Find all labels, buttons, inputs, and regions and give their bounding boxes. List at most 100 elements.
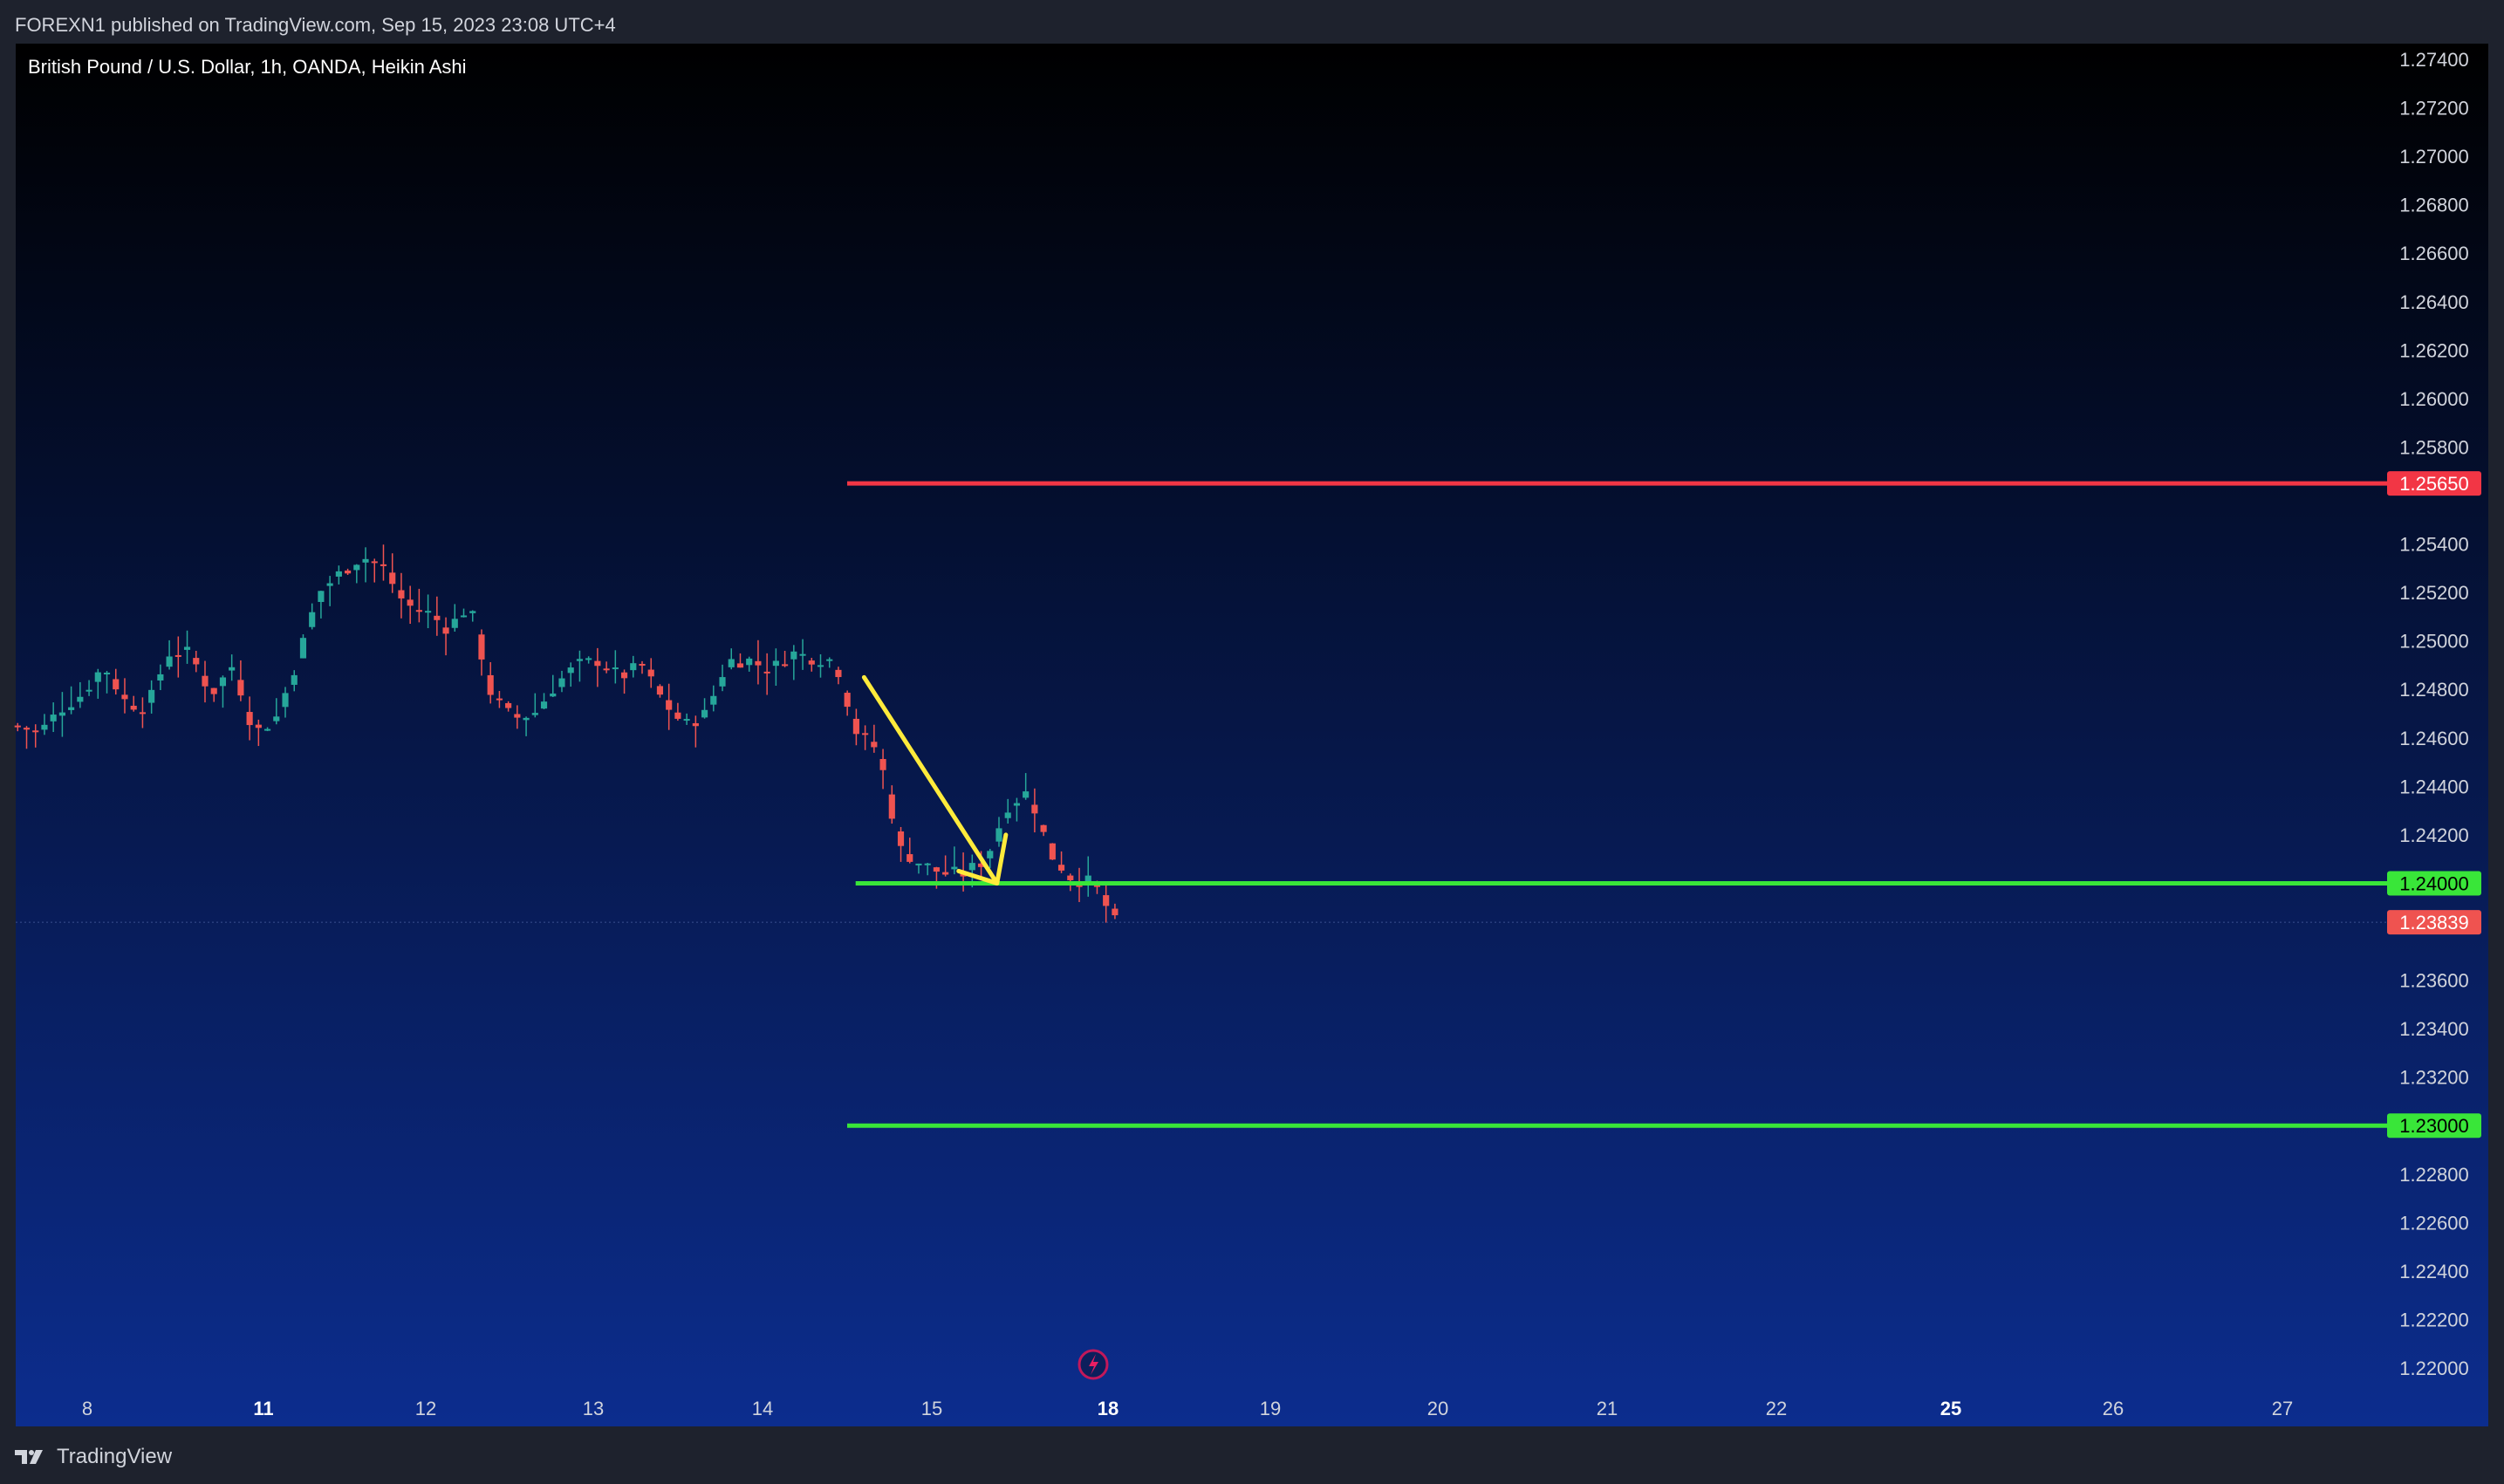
time-axis[interactable]: 8 11 12 13 14 15 18 19 20 21 22 25 26 27 <box>82 1398 2293 1419</box>
candle-body <box>585 658 592 660</box>
candle-body <box>782 664 789 667</box>
price-tick-label: 1.22400 <box>2399 1261 2469 1282</box>
footer-brand[interactable]: TradingView <box>15 1441 172 1473</box>
candle-body <box>41 724 48 730</box>
candle-body <box>523 717 530 721</box>
candle-body <box>710 695 717 705</box>
candle-body <box>701 709 708 718</box>
candle-body <box>558 678 565 687</box>
candle-body <box>94 672 101 682</box>
candle-body <box>496 698 503 701</box>
candle-body <box>353 564 360 571</box>
candle-body <box>951 866 958 870</box>
candle-body <box>130 705 137 710</box>
candle-body <box>193 658 200 665</box>
price-tick-label: 1.23400 <box>2399 1018 2469 1040</box>
candle-body <box>897 831 905 846</box>
candle-body <box>77 696 84 702</box>
time-tick-label: 25 <box>1940 1398 1961 1419</box>
candle-body <box>183 646 191 650</box>
time-tick-label: 11 <box>253 1398 273 1419</box>
candle-body <box>879 758 886 770</box>
candle-body <box>113 679 120 690</box>
price-tick-label: 1.22600 <box>2399 1212 2469 1234</box>
candle-body <box>763 671 770 674</box>
candle-body <box>58 712 65 716</box>
candle-body <box>531 713 538 715</box>
candle-body <box>174 654 181 657</box>
candle-body <box>139 712 146 715</box>
lightning-icon[interactable] <box>1078 1349 1109 1380</box>
candle-body <box>487 674 494 695</box>
candle-body <box>451 619 458 628</box>
candles-layer <box>14 544 1119 923</box>
candle-body <box>442 627 449 634</box>
candle-body <box>121 694 128 700</box>
price-tick-label: 1.27200 <box>2399 98 2469 120</box>
candle-body <box>255 724 262 728</box>
candle-body <box>345 570 352 574</box>
candle-body <box>746 658 753 666</box>
price-tick-label: 1.25800 <box>2399 436 2469 458</box>
candle-body <box>1004 812 1011 818</box>
price-tick-label: 1.27000 <box>2399 146 2469 168</box>
candle-body <box>263 728 271 731</box>
price-tick-label: 1.24200 <box>2399 824 2469 846</box>
price-levels-layer: 1.25650 1.24000 1.23000 1.23839 <box>16 471 2481 1139</box>
price-tick-label: 1.24800 <box>2399 679 2469 701</box>
candle-body <box>148 689 155 703</box>
candle-body <box>460 615 468 618</box>
candle-body <box>844 693 851 708</box>
candle-body <box>907 854 913 862</box>
candle-body <box>790 651 797 660</box>
candle-body <box>398 590 405 598</box>
price-tick-label: 1.26800 <box>2399 195 2469 216</box>
candle-body <box>995 828 1002 842</box>
candle-body <box>736 663 744 668</box>
candle-body <box>505 702 512 708</box>
price-tick-label: 1.22200 <box>2399 1309 2469 1330</box>
candle-body <box>362 558 369 563</box>
candle-body <box>23 728 31 730</box>
candle-body <box>1067 875 1074 880</box>
candle-body <box>425 611 432 613</box>
tradingview-logo-icon <box>15 1450 43 1464</box>
candle-body <box>514 714 521 718</box>
candle-body <box>1112 908 1119 916</box>
time-tick-label: 22 <box>1766 1398 1787 1419</box>
candle-body <box>647 669 654 677</box>
symbol-title: British Pound / U.S. Dollar, 1h, OANDA, … <box>28 56 467 78</box>
candle-body <box>683 719 690 721</box>
candle-body <box>407 599 414 606</box>
price-tick-label: 1.24400 <box>2399 776 2469 797</box>
candle-body <box>282 693 289 708</box>
candle-body <box>630 663 637 671</box>
price-tick-label: 1.22000 <box>2399 1357 2469 1379</box>
candle-body <box>862 733 869 735</box>
candle-body <box>835 669 842 678</box>
price-tick-label: 1.25400 <box>2399 534 2469 556</box>
candle-body <box>576 659 584 661</box>
time-tick-label: 20 <box>1427 1398 1448 1419</box>
candle-body <box>933 867 940 872</box>
price-axis[interactable]: 1.27400 1.27200 1.27000 1.26800 1.26600 1.264… <box>2399 49 2469 1379</box>
candle-body <box>86 689 92 692</box>
candle-body <box>719 677 726 687</box>
candle-body <box>977 863 985 867</box>
candle-body <box>246 712 253 726</box>
candle-body <box>639 663 646 666</box>
resistance-price-label: 1.25650 <box>2399 473 2469 495</box>
candle-body <box>32 730 39 733</box>
time-tick-label: 26 <box>2103 1398 2124 1419</box>
price-tick-label: 1.26000 <box>2399 388 2469 410</box>
time-tick-label: 13 <box>583 1398 604 1419</box>
candle-body <box>888 794 895 819</box>
price-tick-label: 1.26400 <box>2399 291 2469 313</box>
candle-body <box>1049 843 1056 860</box>
candle-body <box>728 659 735 667</box>
candle-body <box>1031 804 1038 814</box>
candle-body <box>68 707 75 710</box>
candle-body <box>299 638 307 659</box>
